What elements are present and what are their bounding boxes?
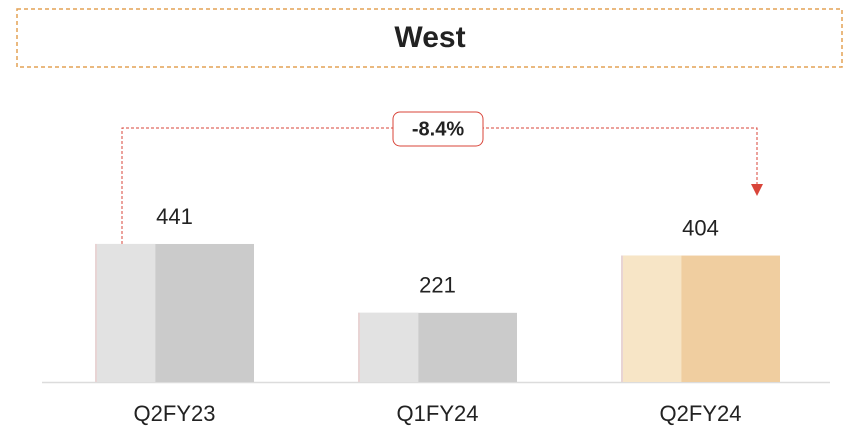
bar-highlight <box>95 243 156 382</box>
value-label: 404 <box>682 215 719 240</box>
x-tick-label: Q2FY24 <box>660 401 742 426</box>
value-label: 221 <box>419 273 456 298</box>
bar-edge <box>621 255 623 382</box>
value-label: 441 <box>156 204 193 229</box>
arrow-head <box>751 184 763 196</box>
x-tick-label: Q1FY24 <box>397 401 479 426</box>
annotation: -8.4% <box>412 118 464 140</box>
chart-title: West <box>394 21 465 54</box>
bar-highlight <box>358 312 419 382</box>
bar-edge <box>358 312 360 382</box>
bar-highlight <box>621 255 682 382</box>
x-tick-label: Q2FY23 <box>134 401 216 426</box>
change-bracket <box>121 127 758 244</box>
annotation-box <box>392 111 484 147</box>
title-box <box>16 8 843 68</box>
bar-edge <box>95 243 97 382</box>
